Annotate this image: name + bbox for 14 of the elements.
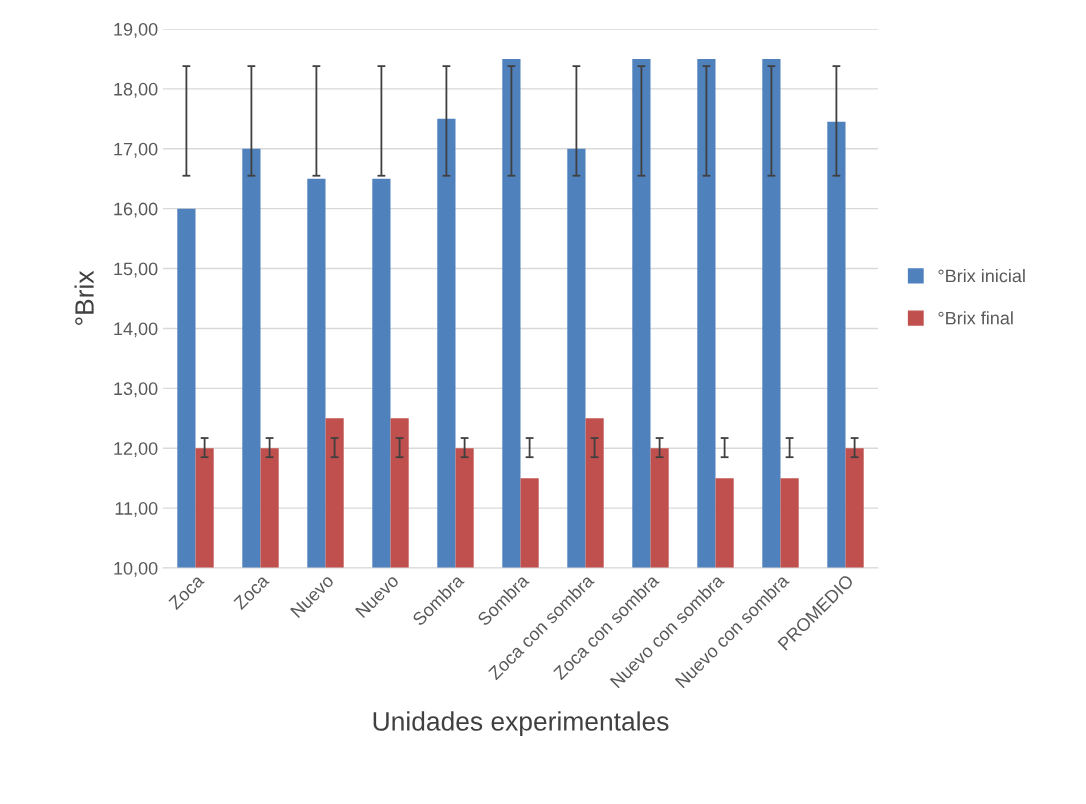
y-tick-label: 19,00	[114, 22, 158, 38]
y-tick-label: 16,00	[114, 202, 158, 218]
y-tick-label: 10,00	[114, 561, 158, 577]
y-axis-title: °Brix	[74, 270, 94, 325]
y-tick-label: 18,00	[114, 82, 158, 98]
y-tick-label: 14,00	[114, 322, 158, 338]
legend-label: °Brix inicial	[938, 269, 1025, 283]
y-tick-label: 12,00	[114, 442, 158, 458]
x-axis-title: Unidades experimentales	[373, 711, 669, 736]
y-tick-label: 17,00	[114, 142, 158, 158]
y-tick-label: 13,00	[114, 382, 158, 398]
y-tick-label: 11,00	[115, 502, 158, 517]
legend-label: °Brix final	[938, 311, 1013, 325]
y-tick-label: 15,00	[114, 262, 158, 278]
